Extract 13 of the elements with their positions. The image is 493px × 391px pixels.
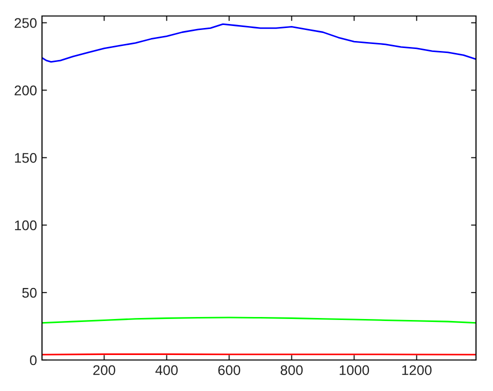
y-tick-label: 0 — [30, 355, 37, 366]
y-tick-label: 250 — [14, 18, 37, 28]
x-tick-label: 400 — [155, 365, 178, 376]
x-tick-label: 600 — [218, 365, 240, 376]
y-tick-label: 150 — [15, 152, 37, 163]
x-tick-label: 1000 — [340, 365, 370, 376]
y-tick-label: 50 — [22, 288, 37, 298]
x-tick-label: 200 — [93, 365, 116, 376]
y-tick-label: 100 — [15, 220, 37, 230]
line-series — [42, 23, 476, 63]
x-tick-label: 800 — [280, 365, 303, 376]
x-tick-label: 1200 — [402, 365, 432, 376]
y-tick-label: 200 — [14, 86, 37, 96]
